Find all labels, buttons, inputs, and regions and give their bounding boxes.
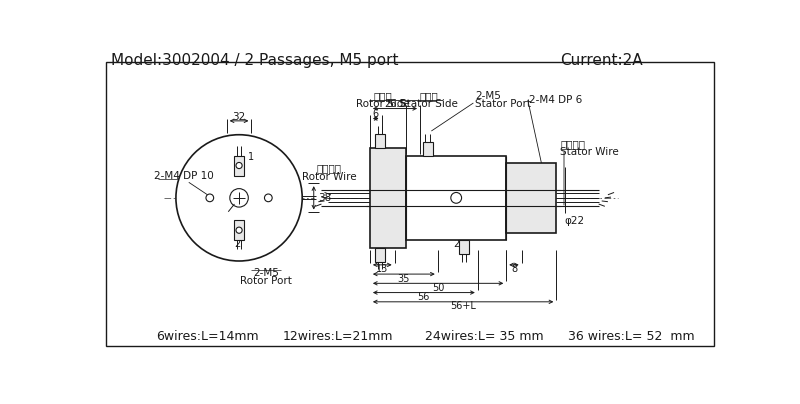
Text: 32: 32 xyxy=(233,112,246,122)
Text: Stator Side: Stator Side xyxy=(400,99,458,109)
Bar xyxy=(506,163,556,233)
Bar xyxy=(370,148,406,248)
Text: 36 wires:L= 52  mm: 36 wires:L= 52 mm xyxy=(568,330,694,343)
Bar xyxy=(375,248,385,262)
Bar xyxy=(406,156,506,240)
Text: 38: 38 xyxy=(318,193,332,203)
Circle shape xyxy=(176,135,302,261)
Text: Stator Port: Stator Port xyxy=(475,99,531,109)
Bar xyxy=(422,142,433,156)
Bar xyxy=(234,220,245,240)
Circle shape xyxy=(236,162,242,168)
Text: Rotor Port: Rotor Port xyxy=(240,276,292,286)
Text: 2-M5: 2-M5 xyxy=(253,268,279,278)
Circle shape xyxy=(265,194,272,202)
Text: 2-M4 DP 6: 2-M4 DP 6 xyxy=(530,95,582,105)
Text: 1: 1 xyxy=(248,152,254,162)
Text: 13: 13 xyxy=(376,265,389,274)
Text: 转子边: 转子边 xyxy=(374,91,393,101)
Text: 56+L: 56+L xyxy=(450,301,476,311)
Text: 2-M4 DP 10: 2-M4 DP 10 xyxy=(154,171,214,181)
Text: 2: 2 xyxy=(453,239,459,249)
Text: 6: 6 xyxy=(373,109,378,119)
Circle shape xyxy=(230,189,248,207)
Text: 35: 35 xyxy=(398,274,410,284)
Text: 定子边: 定子边 xyxy=(420,91,438,101)
Text: 56: 56 xyxy=(418,292,430,302)
Circle shape xyxy=(236,227,242,233)
Text: 26.5: 26.5 xyxy=(384,99,406,109)
Bar xyxy=(459,240,469,254)
Text: Rotor Side: Rotor Side xyxy=(356,99,410,109)
Bar xyxy=(234,156,245,175)
Text: φ22: φ22 xyxy=(564,216,584,226)
Text: 2: 2 xyxy=(234,239,241,249)
Circle shape xyxy=(451,192,462,203)
Text: 12wires:L=21mm: 12wires:L=21mm xyxy=(283,330,394,343)
Text: 2-M5: 2-M5 xyxy=(475,91,502,101)
Text: 50: 50 xyxy=(432,283,444,293)
Text: Stator Wire: Stator Wire xyxy=(560,147,619,157)
Text: 6wires:L=14mm: 6wires:L=14mm xyxy=(156,330,258,343)
Circle shape xyxy=(206,194,214,202)
Text: 8: 8 xyxy=(511,265,517,274)
Text: Rotor Wire: Rotor Wire xyxy=(302,172,357,182)
Text: φ40: φ40 xyxy=(415,171,435,181)
Text: Model:3002004 / 2 Passages, M5 port: Model:3002004 / 2 Passages, M5 port xyxy=(111,53,398,68)
Bar xyxy=(375,134,385,148)
Text: 24wires:L= 35 mm: 24wires:L= 35 mm xyxy=(426,330,544,343)
Text: 转子出线: 转子出线 xyxy=(317,164,342,174)
Text: Current:2A: Current:2A xyxy=(560,53,642,68)
Text: 定子出线: 定子出线 xyxy=(560,139,585,149)
Text: 1: 1 xyxy=(418,157,424,167)
